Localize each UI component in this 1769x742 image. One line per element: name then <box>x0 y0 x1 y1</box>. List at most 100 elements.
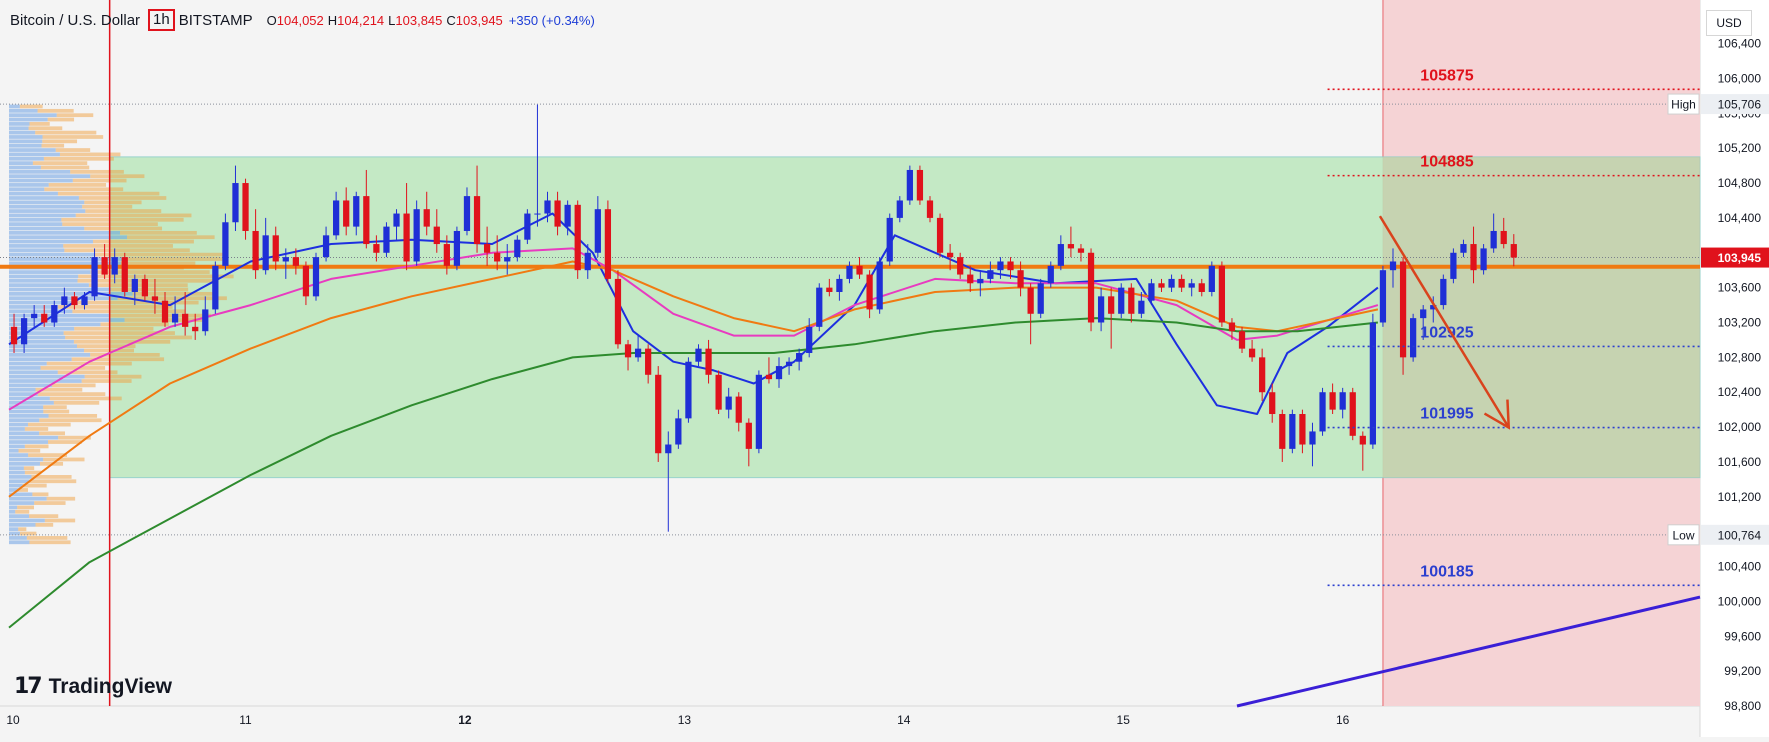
price-axis-tick-label: 104,400 <box>1718 211 1762 225</box>
volume-profile-bar-down <box>71 357 165 362</box>
ohlc-high-key: H <box>327 12 338 28</box>
volume-profile-bar-up <box>9 405 44 410</box>
candle-body-bearish <box>363 196 370 245</box>
volume-profile-bar-down <box>23 466 35 471</box>
price-change: +350 (+0.34%) <box>508 12 595 28</box>
candle-body-bullish <box>886 217 893 262</box>
price-axis-background <box>1700 0 1769 737</box>
candle-body-bullish <box>1420 309 1427 319</box>
volume-profile-bar-down <box>81 379 132 383</box>
volume-profile-bar-up <box>9 130 36 135</box>
volume-profile-bar-down <box>75 213 192 218</box>
volume-profile-bar-down <box>76 344 136 349</box>
volume-profile-bar-down <box>28 126 63 131</box>
candle-body-bearish <box>473 196 481 245</box>
target-level-label: 105875 <box>1420 67 1473 84</box>
volume-profile-bar-down <box>17 505 34 510</box>
candle-body-bearish <box>494 252 501 262</box>
price-axis-tick-label: 103,200 <box>1718 315 1762 329</box>
volume-profile-bar-down <box>48 440 82 444</box>
volume-profile-bar-up <box>9 113 57 118</box>
candle-body-bearish <box>554 200 561 227</box>
tradingview-logo: 17 TradingView <box>14 674 172 699</box>
volume-profile-bar-down <box>39 418 102 423</box>
candle-body-bullish <box>1379 270 1387 323</box>
target-level-label: 101995 <box>1420 406 1473 423</box>
volume-profile-bar-up <box>9 143 42 148</box>
volume-profile-bar-up <box>9 422 28 427</box>
volume-profile-bar-down <box>56 113 94 118</box>
price-axis-tick-label: 106,000 <box>1718 71 1762 85</box>
candle-body-bearish <box>1198 283 1205 292</box>
volume-profile-bar-up <box>9 257 125 261</box>
candle-body-bullish <box>31 313 38 319</box>
price-axis-tick-label: 100,400 <box>1718 560 1762 574</box>
candle-body-bearish <box>141 278 149 297</box>
candle-body-bullish <box>1410 318 1417 358</box>
volume-profile-bar-up <box>9 501 35 505</box>
candle-body-bullish <box>453 230 461 266</box>
candle-body-bullish <box>1369 322 1376 445</box>
ohlc-low-value: 103,845 <box>395 12 443 28</box>
candle-body-bullish <box>634 348 642 358</box>
volume-profile-bar-down <box>120 230 197 235</box>
volume-profile-bar-down <box>57 191 160 196</box>
candle-body-bullish <box>1148 283 1155 301</box>
volume-profile-bar-up <box>9 331 64 335</box>
candle-body-bullish <box>524 213 531 240</box>
symbol-name[interactable]: Bitcoin / U.S. Dollar <box>10 11 141 29</box>
volume-profile-bar-up <box>9 222 63 227</box>
price-axis-tick-label: 103,600 <box>1718 281 1762 295</box>
candle-body-bearish <box>443 244 450 266</box>
volume-profile-bar-down <box>88 283 188 288</box>
time-axis-tick-label: 16 <box>1336 713 1350 727</box>
candle-body-bullish <box>1118 287 1125 314</box>
volume-profile-bar-up <box>9 479 30 484</box>
candle-body-bearish <box>936 217 944 253</box>
volume-profile-bar-down <box>108 313 212 318</box>
volume-profile-bar-down <box>44 518 76 523</box>
candle-body-bullish <box>1138 300 1145 314</box>
candle-body-bearish <box>1017 270 1024 288</box>
volume-profile-bar-down <box>57 370 118 375</box>
timeframe-button[interactable]: 1h <box>148 9 175 31</box>
volume-profile-bar-down <box>70 169 124 174</box>
candle-body-bearish <box>403 213 410 262</box>
candle-body-bearish <box>866 274 873 310</box>
volume-profile-bar-down <box>22 483 47 488</box>
volume-profile-bar-down <box>35 522 54 527</box>
candle-body-bearish <box>826 287 833 292</box>
candle-body-bearish <box>645 348 652 375</box>
candle-body-bearish <box>735 396 742 423</box>
high-price-label-bg <box>1701 94 1769 115</box>
ohlc-high-value: 104,214 <box>337 12 385 28</box>
volume-profile-bar-down <box>24 427 49 431</box>
candle-body-bearish <box>1359 435 1366 445</box>
candle-body-bearish <box>1399 261 1407 358</box>
candle-body-bullish <box>81 296 88 306</box>
candle-body-bearish <box>1128 287 1135 314</box>
volume-profile-bar-up <box>9 200 85 205</box>
candle-body-bearish <box>1259 357 1266 393</box>
volume-profile-bar-down <box>39 431 65 436</box>
candle-body-bearish <box>1027 287 1034 314</box>
price-axis-tick-label: 105,200 <box>1718 141 1762 155</box>
candle-body-bearish <box>302 265 310 297</box>
currency-button[interactable]: USD <box>1706 10 1752 36</box>
volume-profile-bar-down <box>117 296 227 301</box>
volume-profile-bar-up <box>9 122 30 126</box>
volume-profile-bar-down <box>84 226 163 231</box>
volume-profile-bar-down <box>32 492 49 497</box>
volume-profile-bar-up <box>9 230 121 235</box>
candle-body-bearish <box>182 313 189 327</box>
low-price-label-bg <box>1701 524 1769 545</box>
volume-profile-bar-down <box>74 326 154 331</box>
candle-body-bullish <box>1097 296 1105 323</box>
candle-body-bullish <box>876 261 883 310</box>
candle-body-bearish <box>1329 392 1336 410</box>
candle-body-bearish <box>272 235 279 262</box>
volume-profile-bar-up <box>9 461 40 466</box>
volume-profile-bar-down <box>19 531 37 536</box>
